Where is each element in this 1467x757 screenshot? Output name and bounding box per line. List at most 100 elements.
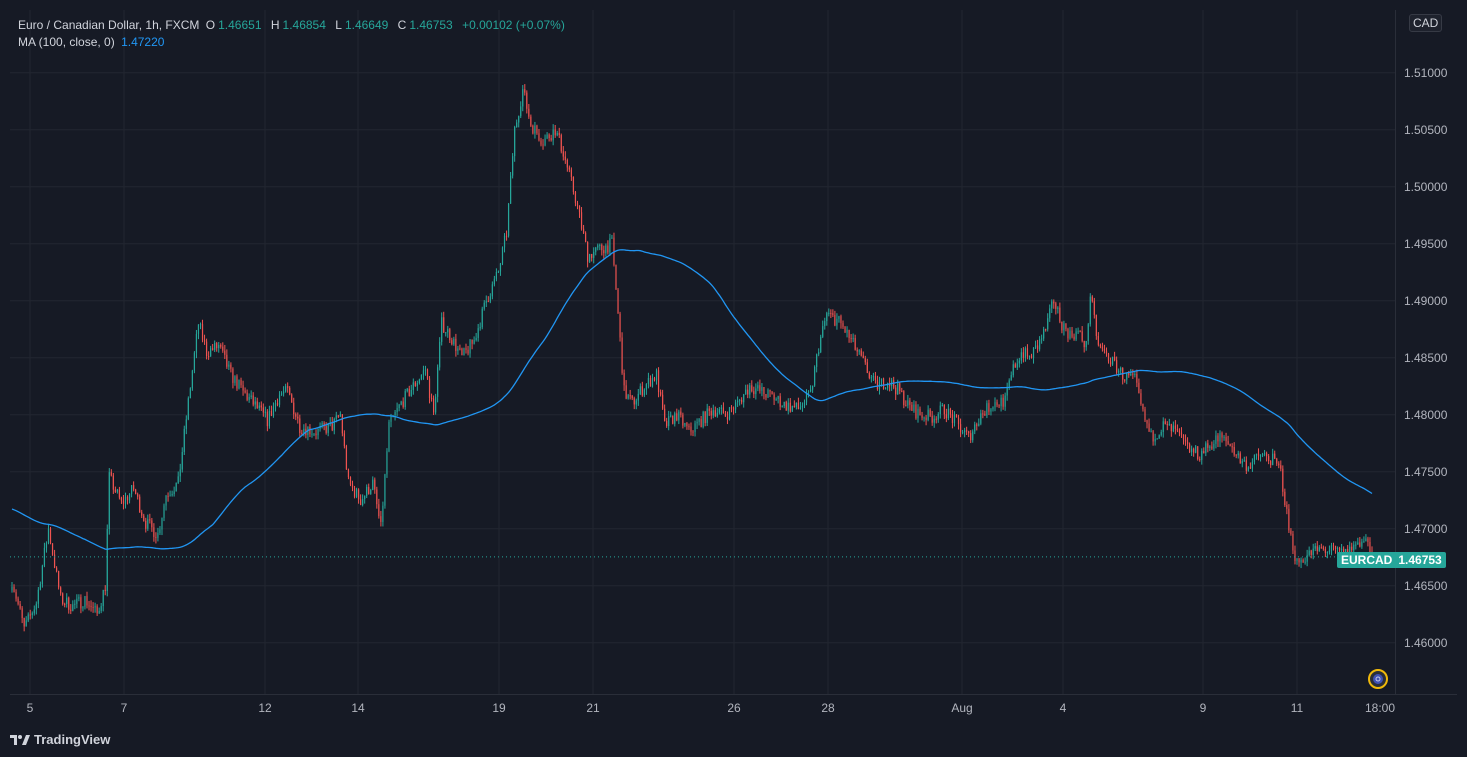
candle-body [1073, 336, 1075, 340]
candle-body [911, 404, 913, 411]
x-tick-label: 18:00 [1364, 701, 1396, 715]
candle-body [135, 489, 137, 495]
candle-body [722, 407, 725, 414]
currency-badge[interactable]: CAD [1409, 14, 1443, 32]
candle-body [905, 405, 907, 407]
chart-area[interactable] [10, 10, 1395, 694]
tradingview-logo[interactable]: TradingView [10, 732, 110, 747]
candle-body [1030, 355, 1033, 359]
candle-body [797, 402, 800, 410]
candle-body [246, 392, 248, 400]
candle-body [242, 385, 244, 391]
globe-icon[interactable] [1368, 669, 1388, 689]
candle-body [187, 398, 189, 420]
candle-body [1361, 541, 1363, 547]
candle-body [966, 430, 968, 432]
candle-body [64, 603, 66, 605]
candle-body [580, 212, 583, 229]
change-value: +0.00102 (+0.07%) [462, 18, 565, 32]
price-axis[interactable]: 1.46000 1.46500 1.47000 1.47500 1.48000 1.485… [1395, 10, 1458, 694]
candle-body [613, 237, 615, 265]
candle-body [315, 433, 317, 436]
candle-body [47, 528, 50, 544]
candle-body [404, 391, 406, 407]
candle-body [509, 175, 512, 204]
candle-body [836, 318, 838, 326]
candle-body [931, 415, 933, 423]
candle-body [133, 485, 135, 490]
candle-body [1142, 403, 1144, 410]
ma-label[interactable]: MA (100, close, 0) [18, 35, 115, 49]
candle-body [994, 402, 996, 408]
candle-body [94, 606, 96, 608]
candle-body [1188, 444, 1191, 453]
candle-body [1071, 330, 1073, 337]
candle-body [1239, 453, 1241, 464]
candle-body [629, 395, 631, 397]
candle-body [1111, 356, 1114, 365]
candle-body [1320, 547, 1322, 549]
candle-body [631, 395, 633, 399]
candle-body [917, 408, 919, 419]
candle-body [1109, 361, 1112, 365]
candle-body [562, 151, 564, 157]
candle-body [1002, 397, 1004, 407]
candle-body [745, 389, 747, 395]
indicator-legend: MA (100, close, 0) 1.47220 [18, 35, 167, 49]
candle-body [1107, 353, 1110, 362]
y-tick-label: 1.50500 [1404, 122, 1448, 137]
candle-body [884, 388, 887, 390]
candle-body [112, 475, 114, 490]
candle-body [1243, 460, 1245, 462]
candle-body [593, 251, 595, 258]
candle-body [933, 418, 935, 423]
candle-body [633, 398, 635, 405]
candle-body [1128, 372, 1130, 376]
candle-body [161, 517, 163, 530]
candle-body [755, 388, 757, 395]
candle-body [285, 386, 287, 392]
candle-body [362, 499, 364, 505]
candle-body [49, 528, 52, 544]
candle-body [445, 332, 447, 334]
candle-body [80, 597, 82, 609]
candle-body [1120, 367, 1122, 371]
last-price-tag: EURCAD 1.46753 [1337, 552, 1446, 568]
x-tick-label: 5 [26, 701, 34, 715]
candle-body [664, 408, 666, 421]
candle-body [866, 362, 868, 373]
candle-body [1276, 458, 1278, 464]
candle-body [1180, 432, 1183, 435]
candle-body [189, 388, 191, 399]
candle-body [1300, 559, 1302, 563]
candle-body [287, 386, 289, 388]
candle-body [82, 607, 84, 609]
candle-body [1272, 453, 1274, 466]
candle-body [130, 485, 133, 494]
candle-body [303, 428, 305, 434]
candle-body [1251, 461, 1254, 469]
candle-body [124, 496, 127, 504]
candle-body [201, 324, 204, 340]
candle-body [1087, 324, 1089, 341]
candle-body [1024, 348, 1027, 358]
candle-body [76, 598, 78, 604]
candle-body [860, 350, 862, 356]
candle-body [1118, 370, 1120, 373]
symbol-title[interactable]: Euro / Canadian Dollar, 1h, FXCM [18, 18, 200, 32]
candle-body [141, 512, 143, 516]
candle-body [309, 426, 311, 435]
candle-body [820, 336, 822, 353]
candle-body [1051, 301, 1053, 309]
candle-body [220, 345, 222, 347]
candle-body [518, 116, 520, 123]
candle-body [163, 505, 165, 518]
candlestick-chart[interactable] [10, 10, 1395, 694]
candle-body [799, 407, 802, 410]
candle-body [785, 401, 787, 411]
candle-body [276, 403, 279, 405]
candle-body [702, 411, 704, 427]
time-axis[interactable]: 5 7 12 14 19 21 26 28 Aug 4 9 11 18:00 [10, 694, 1457, 723]
candle-body [366, 486, 368, 496]
candle-body [357, 489, 360, 500]
